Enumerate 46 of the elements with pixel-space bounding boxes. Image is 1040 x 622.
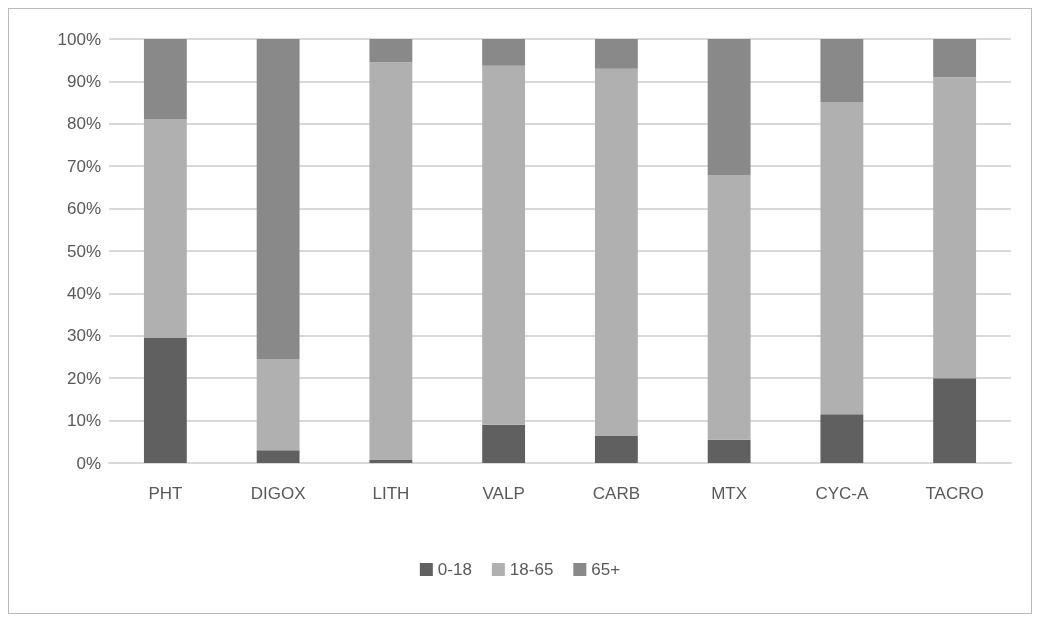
bar — [256, 359, 300, 451]
x-tick-label: CARB — [592, 484, 640, 503]
legend-label: 0-18 — [437, 560, 472, 579]
bar — [820, 414, 864, 463]
y-tick-label: 30% — [66, 326, 101, 346]
bar — [256, 39, 300, 360]
bar — [143, 119, 187, 338]
bar — [143, 39, 187, 120]
y-tick-label: 40% — [66, 283, 101, 303]
bar — [820, 39, 864, 103]
y-tick-label: 20% — [66, 368, 101, 388]
bar — [933, 378, 977, 463]
bar — [143, 337, 187, 463]
y-tick-label: 70% — [66, 156, 101, 176]
x-tick-label: CYC-A — [815, 484, 869, 503]
y-tick-label: 60% — [66, 199, 101, 219]
legend-label: 18-65 — [509, 560, 554, 579]
y-tick-label: 90% — [66, 71, 101, 91]
x-tick-label: TACRO — [925, 484, 984, 503]
x-tick-label: LITH — [372, 484, 410, 503]
x-tick-label: VALP — [482, 484, 525, 503]
bar — [482, 39, 526, 66]
bar — [933, 77, 977, 379]
bar — [594, 39, 638, 69]
y-tick-label: 100% — [57, 29, 101, 49]
bar — [820, 102, 864, 415]
bar — [482, 424, 526, 463]
x-tick-label: DIGOX — [250, 484, 306, 503]
bar — [369, 62, 413, 461]
bar — [594, 68, 638, 436]
bar — [707, 39, 751, 176]
bar — [594, 435, 638, 463]
x-tick-label: MTX — [711, 484, 748, 503]
bar — [482, 65, 526, 425]
bar — [707, 175, 751, 440]
legend-label: 65+ — [591, 560, 621, 579]
y-tick-label: 50% — [66, 241, 101, 261]
bar — [933, 39, 977, 78]
y-tick-label: 10% — [66, 411, 101, 431]
y-tick-label: 0% — [76, 453, 101, 473]
bar — [707, 439, 751, 463]
bar — [369, 460, 413, 463]
x-tick-label: PHT — [148, 484, 183, 503]
bar — [369, 39, 413, 63]
y-tick-label: 80% — [66, 114, 101, 134]
bar — [256, 450, 300, 463]
